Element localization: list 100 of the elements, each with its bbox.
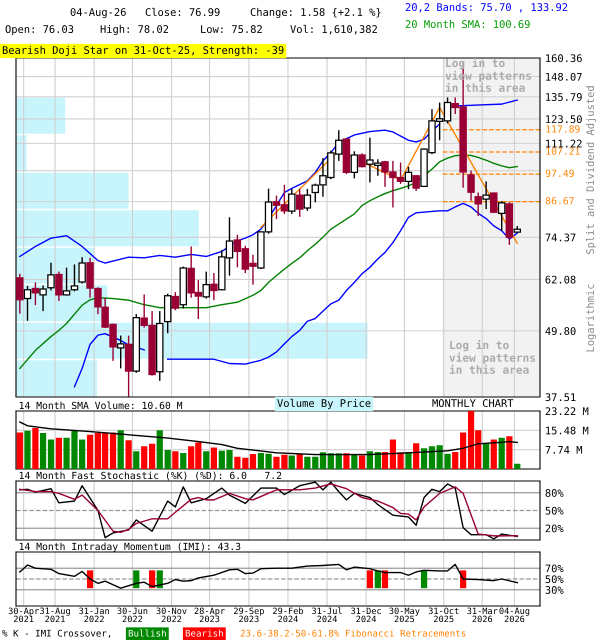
bar [413, 443, 420, 469]
x-tick-label: 29-Feb 2024 [273, 607, 304, 622]
chart-title: 14 Month SMA Volume: 10.60 M [20, 402, 182, 410]
candlestick [350, 150, 358, 180]
annotation: Log in to view patterns in this area [449, 340, 536, 374]
text: Bearish Doji Star on 31-Oct-25, Strength: -39 [2, 46, 284, 56]
candlestick [70, 264, 78, 292]
bar [172, 451, 178, 469]
bar [506, 436, 512, 469]
chart-title: 14 Month Fast Stochastic (%K) (%D): 6.0 7.2 [20, 472, 282, 480]
bar [56, 438, 62, 469]
candlestick [24, 285, 32, 322]
x-tick-label: 30-Nov 2022 [156, 608, 187, 622]
x-tick-label: 28-Apr 2023 [194, 608, 225, 622]
y-tick-label: 37.51 [546, 393, 576, 402]
candlestick [210, 272, 218, 301]
bar [16, 432, 23, 469]
y-tick-label: 62.08 [546, 276, 576, 284]
bar [288, 456, 295, 469]
candlestick [47, 262, 55, 292]
candlestick [304, 188, 312, 212]
text: Low: 75.82 [201, 25, 262, 34]
bar [210, 448, 218, 469]
text: Bullish [128, 630, 166, 637]
candlestick [358, 152, 366, 168]
bar [514, 464, 520, 469]
line-series [19, 421, 518, 456]
candlestick [482, 180, 490, 210]
ref-line-label: 117.89 [546, 125, 580, 133]
y-tick-label: 23.22 M [546, 407, 588, 416]
chart-title: 14 Month Intraday Momentum (IMI): 43.3 [20, 542, 240, 552]
candlestick [474, 192, 482, 217]
text: 23.6-38.2-50-61.8% Fibonacci Retracements [240, 630, 466, 637]
bar [118, 430, 124, 469]
candlestick [32, 282, 40, 306]
y-tick-label: 50% [546, 506, 564, 515]
bar [133, 451, 140, 469]
text: Change: 1.58 {+2.1 %} [250, 8, 381, 18]
candlestick [490, 192, 498, 214]
candlestick [39, 284, 47, 312]
bar [483, 443, 490, 469]
candlestick [498, 200, 506, 232]
y-tick-label: 20% [546, 524, 564, 532]
text: Open: 76.03 [6, 25, 74, 36]
x-tick-label: 30-Apr 2021 [8, 608, 39, 622]
text: 20 Month SMA: 100.69 [406, 20, 530, 28]
bar [32, 428, 39, 469]
x-tick-label: 31-Jul 2024 [312, 607, 342, 622]
bar [498, 438, 505, 469]
bar [40, 433, 46, 469]
bar [24, 430, 31, 469]
text: High: 78.02 [100, 24, 168, 36]
bar [490, 440, 497, 469]
text: % K - IMI Crossover, [2, 630, 110, 638]
y-tick-label: 30% [546, 586, 564, 594]
bar [126, 440, 132, 469]
candlestick [55, 270, 63, 302]
ref-line-label: 97.49 [546, 170, 574, 177]
x-tick-label: 31-Mar 2026 [467, 608, 498, 622]
bar [351, 454, 358, 469]
bar [296, 454, 303, 469]
text: Split and Dividend Adjusted [586, 86, 596, 254]
candlestick [78, 256, 86, 284]
text: Vol: 1,610,382 [290, 24, 377, 34]
y-tick-label: 123.50 [546, 115, 582, 124]
candlestick [62, 266, 70, 296]
y-tick-label: 49.80 [545, 327, 576, 336]
ref-line-label: 86.67 [546, 197, 574, 204]
line-series [19, 564, 518, 589]
y-tick-label: 15.48 M [546, 426, 588, 434]
candlestick [412, 174, 420, 192]
x-tick-label: 31-Dec 2024 [351, 608, 381, 622]
y-tick-label: 50% [546, 575, 564, 584]
y-tick-label: 135.79 [546, 93, 582, 101]
bar [86, 434, 94, 469]
text: MONTHLY CHART [432, 399, 514, 408]
candlestick [202, 270, 210, 300]
x-tick-label: 31-Oct 2025 [428, 608, 458, 622]
candlestick [404, 166, 412, 190]
text: Volume By Price [277, 398, 370, 410]
ref-line-label: 107.21 [546, 147, 580, 155]
text: Close: 76.99 [146, 8, 220, 16]
y-tick-label: 70% [546, 564, 564, 572]
candlestick [288, 188, 296, 215]
candlestick [116, 334, 124, 370]
bar [180, 453, 186, 469]
bar [63, 438, 70, 469]
bar [48, 440, 54, 469]
candlestick [16, 273, 24, 314]
bar [273, 456, 280, 469]
text: 04-Aug-26 [70, 8, 126, 18]
y-tick-label: 160.36 [546, 54, 582, 62]
text: Bearish [186, 630, 223, 637]
y-tick-label: 111.22 [546, 140, 582, 148]
x-tick-label: 04-Aug 2026 [499, 608, 530, 622]
y-tick-label: 80% [546, 489, 564, 497]
candlestick [467, 170, 475, 202]
y-tick-label: 148.07 [546, 72, 582, 81]
bar [358, 456, 366, 469]
x-tick-label: 30-Jun 2022 [117, 608, 148, 622]
